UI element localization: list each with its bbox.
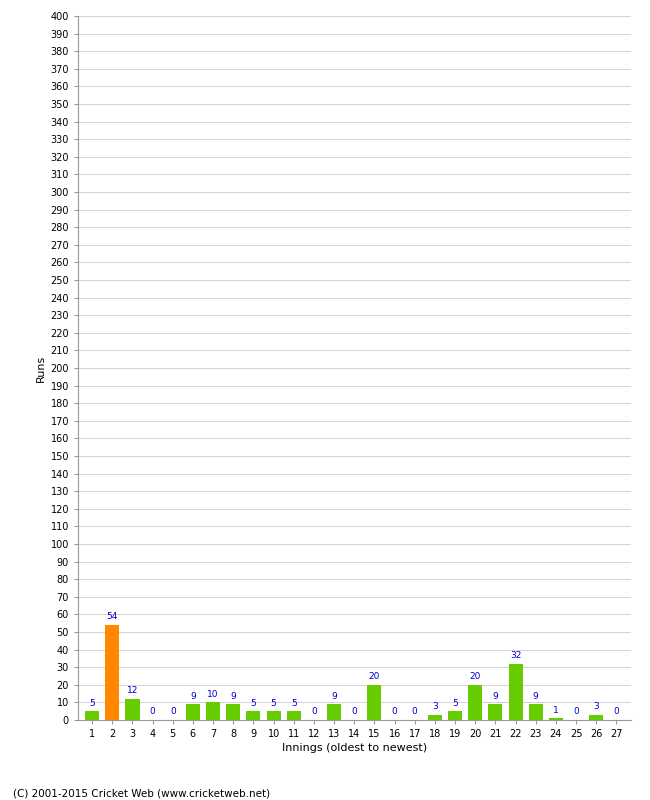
Bar	[226, 704, 240, 720]
Text: 9: 9	[332, 692, 337, 701]
Text: 0: 0	[352, 707, 357, 717]
Text: 9: 9	[533, 692, 539, 701]
Bar	[246, 711, 261, 720]
Text: (C) 2001-2015 Cricket Web (www.cricketweb.net): (C) 2001-2015 Cricket Web (www.cricketwe…	[13, 788, 270, 798]
Text: 0: 0	[170, 707, 176, 717]
Text: 5: 5	[270, 698, 276, 708]
Text: 0: 0	[614, 707, 619, 717]
Bar	[528, 704, 543, 720]
Bar	[448, 711, 462, 720]
Text: 3: 3	[593, 702, 599, 711]
Text: 9: 9	[190, 692, 196, 701]
Text: 0: 0	[311, 707, 317, 717]
Bar	[125, 699, 140, 720]
Text: 0: 0	[150, 707, 155, 717]
Text: 10: 10	[207, 690, 219, 699]
Text: 0: 0	[412, 707, 417, 717]
Bar	[367, 685, 382, 720]
Bar	[508, 664, 523, 720]
Bar	[186, 704, 200, 720]
Text: 12: 12	[127, 686, 138, 695]
Text: 5: 5	[452, 698, 458, 708]
Text: 0: 0	[573, 707, 579, 717]
Y-axis label: Runs: Runs	[36, 354, 46, 382]
X-axis label: Innings (oldest to newest): Innings (oldest to newest)	[281, 743, 427, 753]
Text: 9: 9	[493, 692, 499, 701]
Bar	[589, 714, 603, 720]
Text: 9: 9	[230, 692, 236, 701]
Text: 20: 20	[369, 672, 380, 682]
Text: 3: 3	[432, 702, 438, 711]
Text: 32: 32	[510, 651, 521, 660]
Text: 20: 20	[469, 672, 481, 682]
Bar	[85, 711, 99, 720]
Text: 1: 1	[553, 706, 559, 714]
Bar	[488, 704, 502, 720]
Text: 5: 5	[89, 698, 95, 708]
Bar	[327, 704, 341, 720]
Bar	[287, 711, 301, 720]
Text: 0: 0	[392, 707, 397, 717]
Bar	[266, 711, 281, 720]
Text: 5: 5	[291, 698, 296, 708]
Bar	[206, 702, 220, 720]
Bar	[468, 685, 482, 720]
Text: 5: 5	[250, 698, 256, 708]
Text: 54: 54	[107, 613, 118, 622]
Bar	[428, 714, 442, 720]
Bar	[105, 625, 120, 720]
Bar	[549, 718, 563, 720]
